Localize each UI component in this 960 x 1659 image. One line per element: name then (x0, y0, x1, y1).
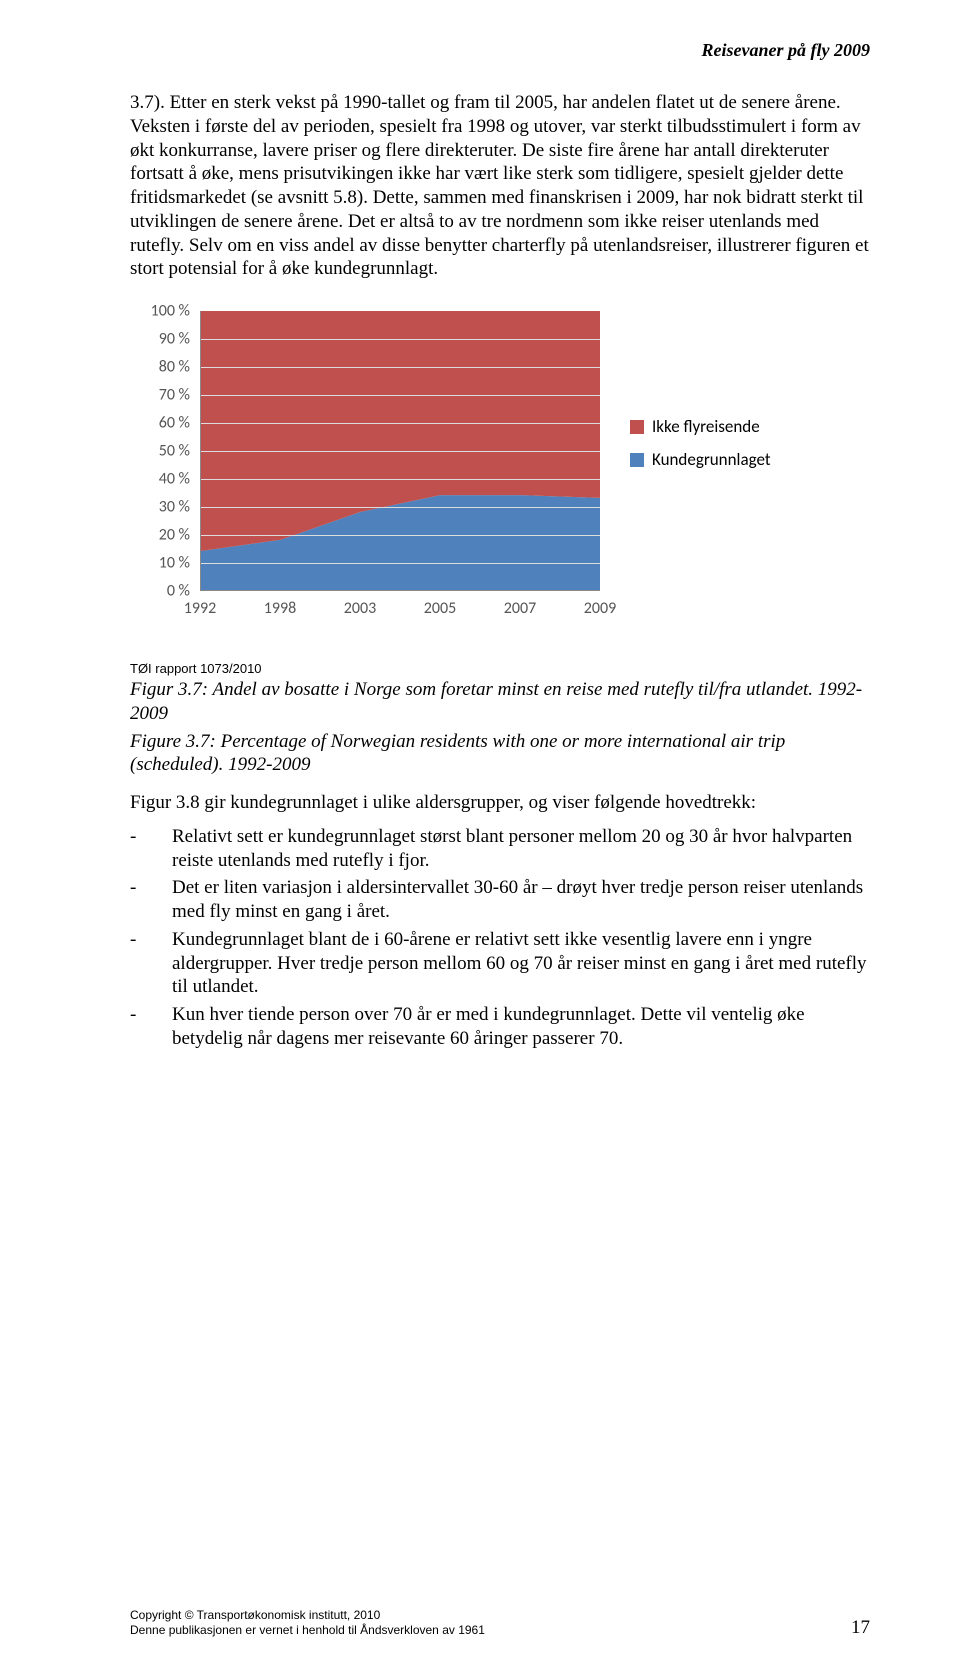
body-paragraph-1: 3.7). Etter en sterk vekst på 1990-talle… (130, 91, 870, 281)
page-number: 17 (851, 1617, 870, 1639)
y-axis-label: 60 % (159, 414, 190, 433)
chart-legend: Ikke flyreisende Kundegrunnlaget (630, 416, 771, 482)
footer-notice: Denne publikasjonen er vernet i henhold … (130, 1623, 485, 1639)
x-axis-label: 2007 (504, 599, 536, 618)
list-item: Kun hver tiende person over 70 år er med… (130, 1003, 870, 1051)
y-axis-label: 50 % (159, 442, 190, 461)
figure-caption-en: Figure 3.7: Percentage of Norwegian resi… (130, 730, 870, 778)
y-axis-label: 10 % (159, 554, 190, 573)
body-paragraph-2: Figur 3.8 gir kundegrunnlaget i ulike al… (130, 791, 870, 815)
chart-source: TØI rapport 1073/2010 (130, 661, 870, 676)
y-axis-label: 30 % (159, 498, 190, 517)
legend-item: Ikke flyreisende (630, 416, 771, 437)
legend-item: Kundegrunnlaget (630, 449, 771, 470)
y-axis-label: 70 % (159, 386, 190, 405)
x-axis-label: 1998 (264, 599, 296, 618)
y-axis-label: 40 % (159, 470, 190, 489)
x-axis-label: 2005 (424, 599, 456, 618)
bullet-list: Relativt sett er kundegrunnlaget størst … (130, 825, 870, 1051)
list-item: Det er liten variasjon i aldersintervall… (130, 876, 870, 924)
legend-label: Kundegrunnlaget (652, 449, 771, 470)
y-axis-label: 20 % (159, 526, 190, 545)
figure-3-7-chart: 0 % 10 % 20 % 30 % 40 % 50 % 60 % 70 % 80 % 90 % 1… (130, 301, 870, 641)
list-item: Relativt sett er kundegrunnlaget størst … (130, 825, 870, 873)
footer-copyright: Copyright © Transportøkonomisk institutt… (130, 1608, 485, 1624)
legend-label: Ikke flyreisende (652, 416, 760, 437)
y-axis-label: 90 % (159, 330, 190, 349)
legend-swatch (630, 453, 644, 467)
legend-swatch (630, 420, 644, 434)
y-axis-label: 80 % (159, 358, 190, 377)
page-header: Reisevaner på fly 2009 (130, 40, 870, 61)
y-axis-label: 100 % (151, 302, 190, 321)
list-item: Kundegrunnlaget blant de i 60-årene er r… (130, 928, 870, 999)
figure-caption-no: Figur 3.7: Andel av bosatte i Norge som … (130, 678, 870, 726)
x-axis-label: 2009 (584, 599, 616, 618)
x-axis-label: 1992 (184, 599, 216, 618)
page-footer: Copyright © Transportøkonomisk institutt… (130, 1608, 870, 1639)
y-axis-label: 0 % (167, 582, 190, 601)
x-axis-label: 2003 (344, 599, 376, 618)
